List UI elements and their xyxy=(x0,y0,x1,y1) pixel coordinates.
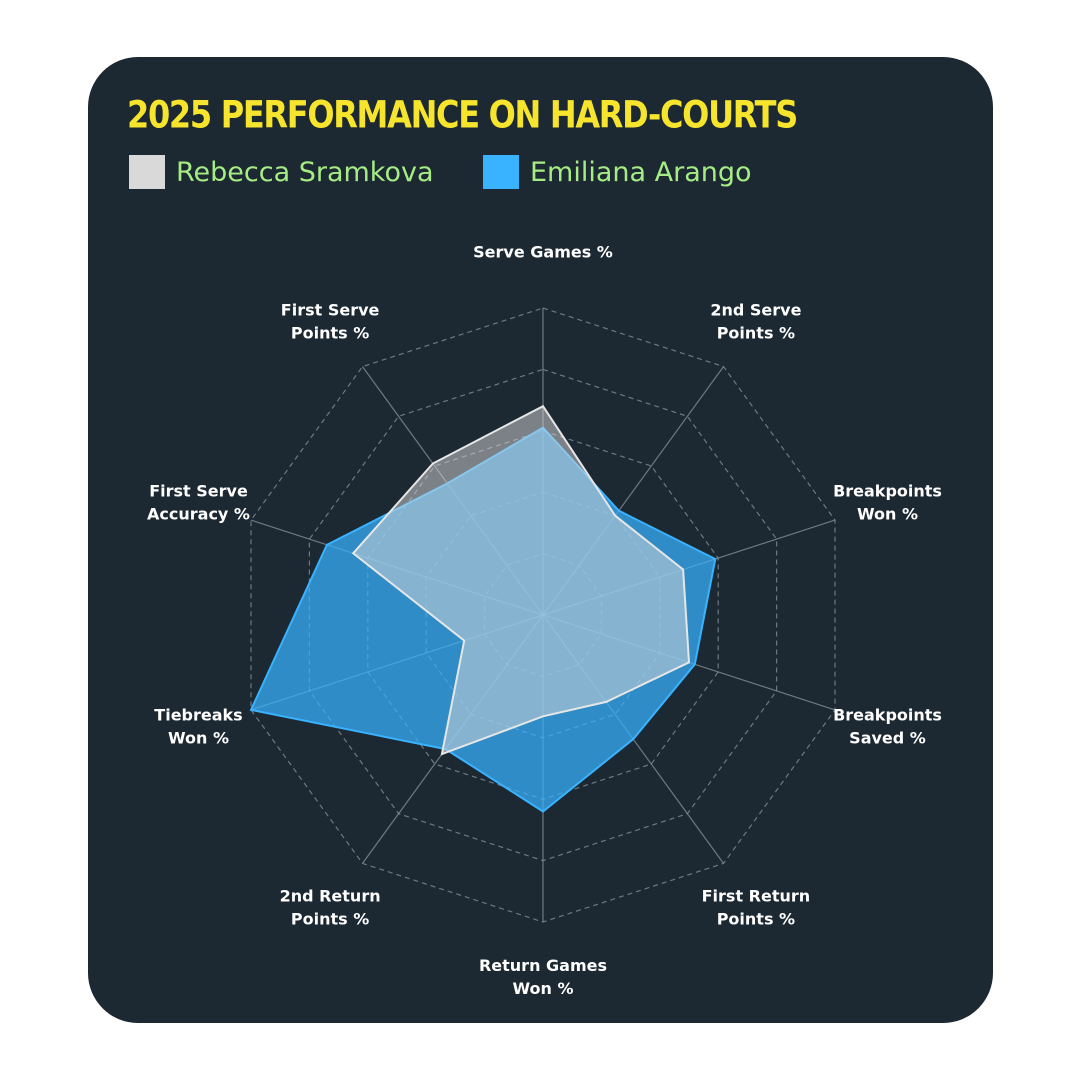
axis-label-6-line-0: 2nd Return xyxy=(280,887,381,906)
axis-label-5-line-1: Won % xyxy=(512,979,573,998)
axis-label-7-line-0: Tiebreaks xyxy=(154,705,242,724)
axis-label-8-line-0: First Serve xyxy=(149,482,248,501)
legend-swatch-emiliana-arango xyxy=(483,155,519,189)
axis-label-5: Return Games Won % xyxy=(479,956,607,998)
axis-label-8: First Serve Accuracy % xyxy=(147,482,250,524)
axis-label-2: Breakpoints Won % xyxy=(833,482,942,524)
legend-label-emiliana-arango: Emiliana Arango xyxy=(530,156,752,188)
legend-item-rebecca-sramkova: Rebecca Sramkova xyxy=(129,155,434,189)
axis-label-0: Serve Games % xyxy=(473,243,613,262)
axis-label-1: 2nd Serve Points % xyxy=(710,300,801,342)
axis-label-2-line-0: Breakpoints xyxy=(833,482,942,501)
legend-item-emiliana-arango: Emiliana Arango xyxy=(483,155,752,189)
axis-label-7-line-1: Won % xyxy=(168,728,229,747)
axis-label-4-line-1: Points % xyxy=(717,910,795,929)
axis-label-6-line-1: Points % xyxy=(291,910,369,929)
axis-label-4: First Return Points % xyxy=(702,887,811,929)
radar-series xyxy=(249,404,717,813)
axis-label-3-line-1: Saved % xyxy=(849,728,926,747)
axis-label-1-line-1: Points % xyxy=(717,323,795,342)
legend-swatch-rebecca-sramkova xyxy=(129,155,165,189)
axis-label-5-line-0: Return Games xyxy=(479,956,607,975)
axis-label-0-line-0: Serve Games % xyxy=(473,243,613,262)
axis-label-9: First Serve Points % xyxy=(281,300,380,342)
axis-label-9-line-1: Points % xyxy=(291,323,369,342)
legend-label-rebecca-sramkova: Rebecca Sramkova xyxy=(176,156,434,188)
chart-title: 2025 PERFORMANCE ON HARD-COURTS xyxy=(127,92,798,137)
series-area-rebecca-sramkova xyxy=(351,404,691,756)
axis-label-2-line-1: Won % xyxy=(857,505,918,524)
axis-label-4-line-0: First Return xyxy=(702,887,811,906)
axis-label-9-line-0: First Serve xyxy=(281,300,380,319)
axis-label-1-line-0: 2nd Serve xyxy=(710,300,801,319)
axis-label-6: 2nd Return Points % xyxy=(280,887,381,929)
axis-label-3-line-0: Breakpoints xyxy=(833,705,942,724)
axis-label-7: Tiebreaks Won % xyxy=(154,705,242,747)
axis-label-3: Breakpoints Saved % xyxy=(833,705,942,747)
radar-axis-labels: Serve Games % 2nd Serve Points % Breakpoint… xyxy=(147,243,942,998)
axis-label-8-line-1: Accuracy % xyxy=(147,505,250,524)
